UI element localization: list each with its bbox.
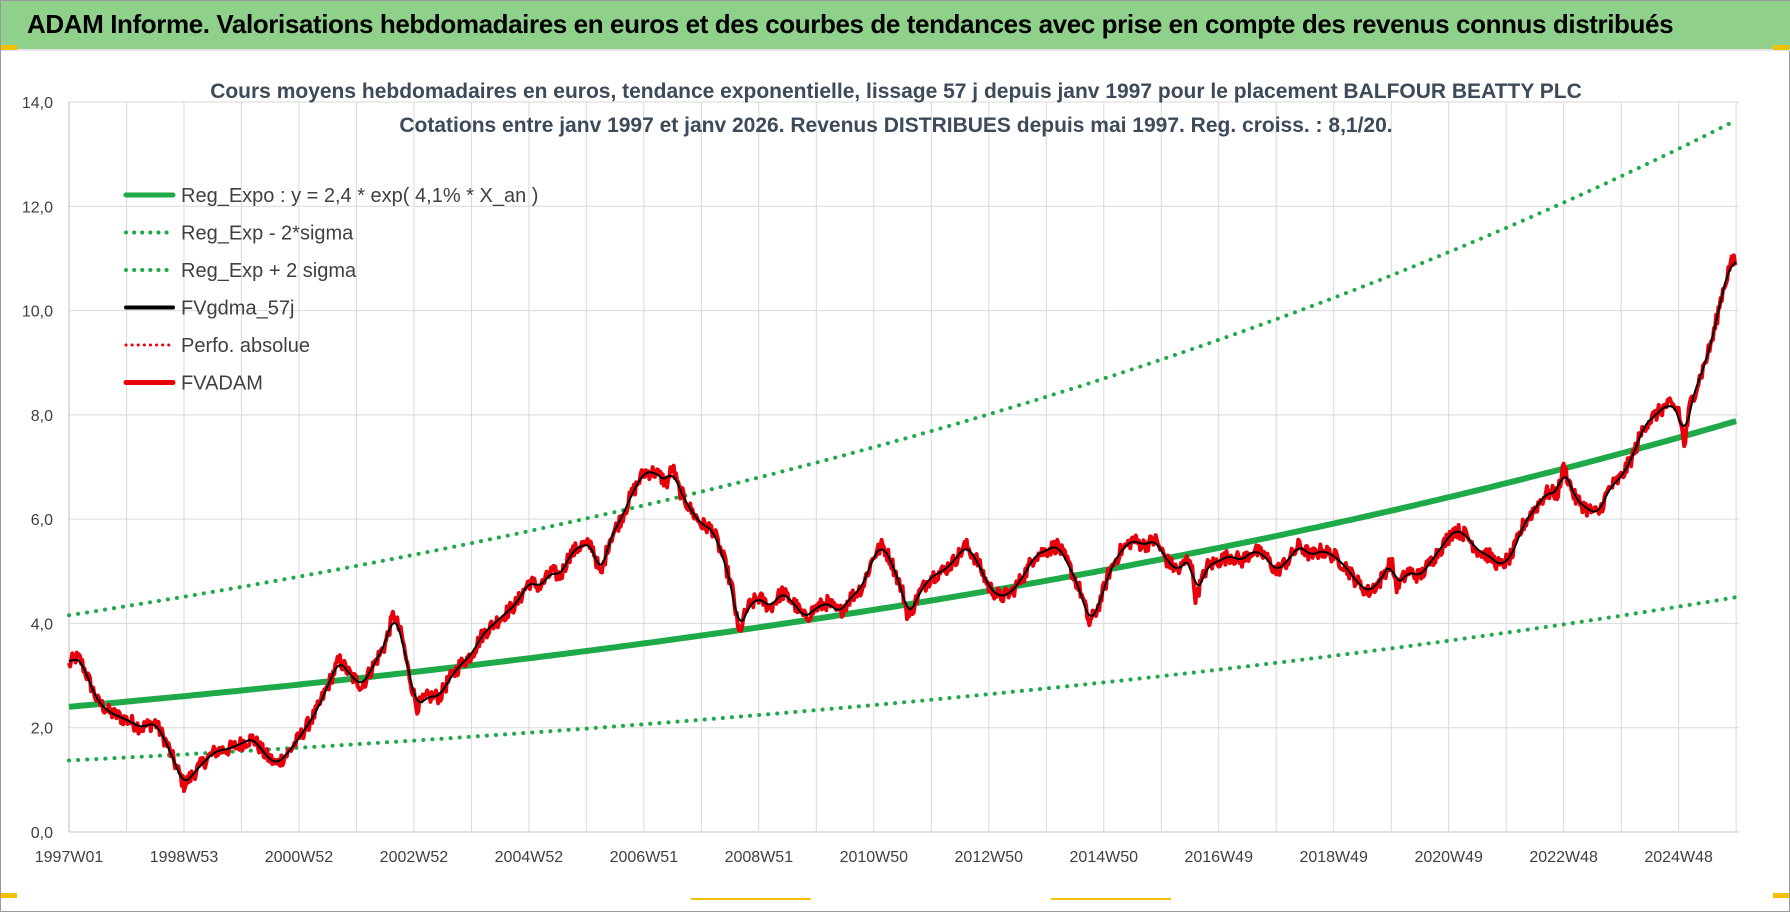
chart-legend: Reg_Expo : y = 2,4 * exp( 4,1% * X_an ) R… xyxy=(123,185,538,395)
x-tick-label: 2024W48 xyxy=(1644,849,1713,866)
x-tick-label: 2014W50 xyxy=(1070,849,1139,866)
corner-mark-bottom-right xyxy=(1773,893,1789,898)
x-tick-label: 2018W49 xyxy=(1299,849,1368,866)
series-fvadam xyxy=(67,253,1738,794)
bottom-mark-1 xyxy=(691,898,811,900)
x-tick-label: 2010W50 xyxy=(840,849,909,866)
y-tick-label: 14,0 xyxy=(22,95,53,112)
x-tick-label: 1998W53 xyxy=(150,849,219,866)
y-tick-label: 10,0 xyxy=(22,304,53,321)
x-tick-label: 2022W48 xyxy=(1529,849,1598,866)
corner-mark-bottom-left xyxy=(1,893,17,898)
series-reg-exp-plus-2sigma xyxy=(67,118,1739,618)
chart-title-line-2: Cotations entre janv 1997 et janv 2026. … xyxy=(399,114,1392,137)
x-tick-label: 2016W49 xyxy=(1184,849,1253,866)
legend-label: FVADAM xyxy=(181,373,263,395)
x-tick-label: 2020W49 xyxy=(1414,849,1483,866)
y-tick-label: 0,0 xyxy=(31,825,53,842)
legend-label: Reg_Exp - 2*sigma xyxy=(181,223,354,245)
x-tick-label: 2008W51 xyxy=(725,849,794,866)
y-tick-label: 8,0 xyxy=(31,408,53,425)
corner-mark-top-right xyxy=(1773,45,1789,50)
series-fvgdma-57j xyxy=(68,261,1737,782)
chart-axes: 0,0 2,0 4,0 6,0 8,0 10,0 12,0 14,0 1997W01 1998W5… xyxy=(22,95,1713,866)
y-tick-label: 6,0 xyxy=(31,512,53,529)
legend-label: Reg_Exp + 2 sigma xyxy=(181,260,357,282)
x-tick-label: 2006W51 xyxy=(610,849,679,866)
bottom-mark-2 xyxy=(1051,898,1171,900)
legend-label: FVgdma_57j xyxy=(181,298,294,320)
x-tick-label: 2000W52 xyxy=(265,849,334,866)
x-tick-label: 2012W50 xyxy=(955,849,1024,866)
y-tick-label: 4,0 xyxy=(31,616,53,633)
chart-grid xyxy=(68,101,1739,833)
series-reg-expo xyxy=(68,418,1737,710)
corner-mark-top-left xyxy=(1,45,17,50)
legend-label: Perfo. absolue xyxy=(181,335,310,357)
report-title: ADAM Informe. Valorisations hebdomadaire… xyxy=(27,9,1674,39)
report-banner: ADAM Informe. Valorisations hebdomadaire… xyxy=(1,1,1790,51)
y-tick-label: 2,0 xyxy=(31,721,53,738)
chart-series xyxy=(67,118,1739,794)
chart-title-line-1: Cours moyens hebdomadaires en euros, ten… xyxy=(210,80,1582,103)
x-tick-label: 1997W01 xyxy=(35,849,104,866)
y-tick-label: 12,0 xyxy=(22,199,53,216)
x-tick-label: 2004W52 xyxy=(495,849,564,866)
line-chart: 0,0 2,0 4,0 6,0 8,0 10,0 12,0 14,0 1997W01 1998W5… xyxy=(22,80,1739,866)
series-reg-exp-minus-2sigma xyxy=(67,595,1739,763)
x-tick-label: 2002W52 xyxy=(380,849,449,866)
legend-label: Reg_Expo : y = 2,4 * exp( 4,1% * X_an ) xyxy=(181,185,538,207)
